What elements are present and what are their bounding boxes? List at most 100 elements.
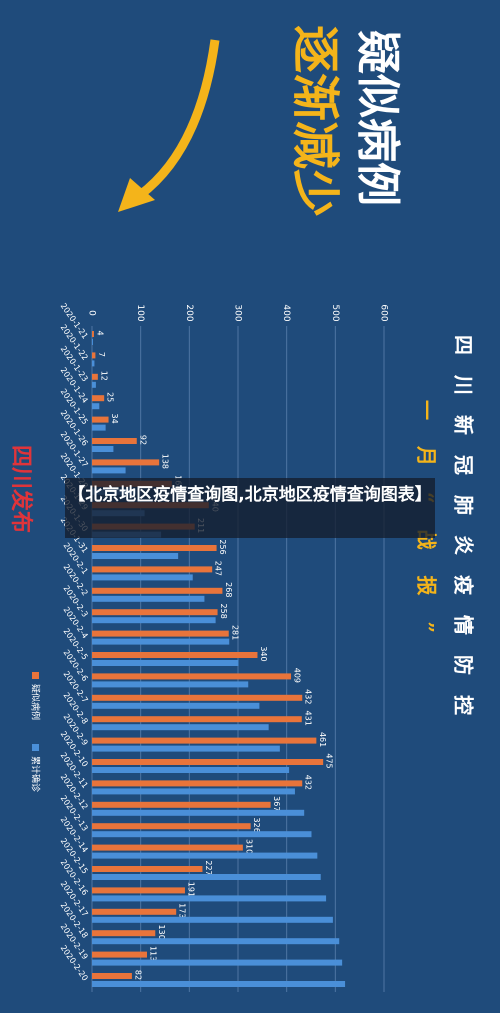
bar [92,446,114,452]
bar [92,724,269,731]
bar [92,660,239,666]
bar [92,831,312,838]
bar [92,424,106,431]
headline: 疑似病例 [352,30,403,206]
bar [92,609,218,616]
data-label: 281 [230,625,239,640]
data-label: 113 [148,946,157,961]
data-label: 431 [303,711,312,726]
data-label: 138 [161,454,170,469]
bar [92,866,203,872]
bar [92,673,292,680]
data-label: 310 [244,839,253,854]
data-label: 258 [219,604,228,619]
title: 四川新冠肺炎疫情防控 [452,335,476,735]
source: 四川发布 [8,445,34,533]
data-label: 367 [272,796,281,811]
bar [92,801,271,808]
bar [92,788,295,795]
data-label: 25 [106,392,115,402]
data-label: 461 [318,732,327,747]
bar [92,981,346,987]
data-label: 191 [186,882,195,897]
data-label: 475 [325,753,334,768]
bar [92,395,105,402]
bar [92,416,109,423]
data-label: 432 [304,775,313,790]
y-tick-label: 300 [233,304,243,321]
bar [92,951,147,958]
bar [92,595,205,602]
bar [92,737,317,744]
bar [92,331,94,337]
bar [92,959,343,966]
data-label: 12 [99,371,108,381]
bar [92,373,98,380]
bar [92,895,327,902]
bar [92,381,96,388]
data-label: 268 [224,582,233,597]
data-label: 227 [204,860,213,875]
bar [92,438,137,444]
bar [92,467,126,474]
legend-label: 累计确诊 [30,756,42,792]
arrow [137,39,220,199]
caption: 【北京地区疫情查询图,北京地区疫情查询图表】 [65,478,435,538]
data-label: 173 [178,903,187,918]
data-label: 92 [138,435,147,445]
bar [92,852,318,859]
bar [92,403,100,410]
bar [92,759,324,765]
bar [92,352,96,359]
data-label: 326 [252,818,261,833]
bar [92,694,303,701]
bar [92,339,93,345]
bar [92,574,193,581]
bar [92,617,216,624]
bar [92,844,243,851]
bar [92,809,305,816]
y-tick-label: 500 [330,304,340,321]
data-label: 247 [214,561,223,576]
bar [92,702,260,709]
bar [92,587,223,594]
bar [92,681,249,688]
legend-swatch [32,672,39,679]
legend-label: 疑似病例 [30,684,42,720]
bar [92,767,290,773]
bar [92,638,230,645]
data-label: 432 [304,689,313,704]
y-tick-label: 200 [184,304,194,321]
data-label: 256 [218,539,227,554]
legend-swatch [32,744,39,751]
y-tick-label: 600 [379,304,389,321]
data-label: 340 [259,646,268,661]
bar [92,652,258,658]
bar [92,874,321,880]
data-label: 82 [133,970,142,980]
y-tick-label: 100 [135,304,145,321]
y-tick-label: 400 [281,304,291,321]
bar [92,553,179,559]
headline: 逐渐减少 [287,25,343,217]
bar [92,545,217,551]
data-label: 130 [157,925,166,940]
data-label: 4 [95,330,104,335]
bar [92,630,229,637]
bar [92,938,340,945]
bar [92,716,302,723]
bar [92,916,333,923]
data-label: 7 [97,352,106,357]
bar [92,908,177,915]
bar [92,360,95,367]
data-label: 34 [110,414,119,424]
arrow-head [118,178,155,212]
bar [92,973,132,979]
bar [92,459,160,466]
bar [92,930,156,937]
bar [92,780,303,787]
bar [92,566,213,573]
y-tick-label: 0 [87,310,97,316]
bar [92,745,280,752]
